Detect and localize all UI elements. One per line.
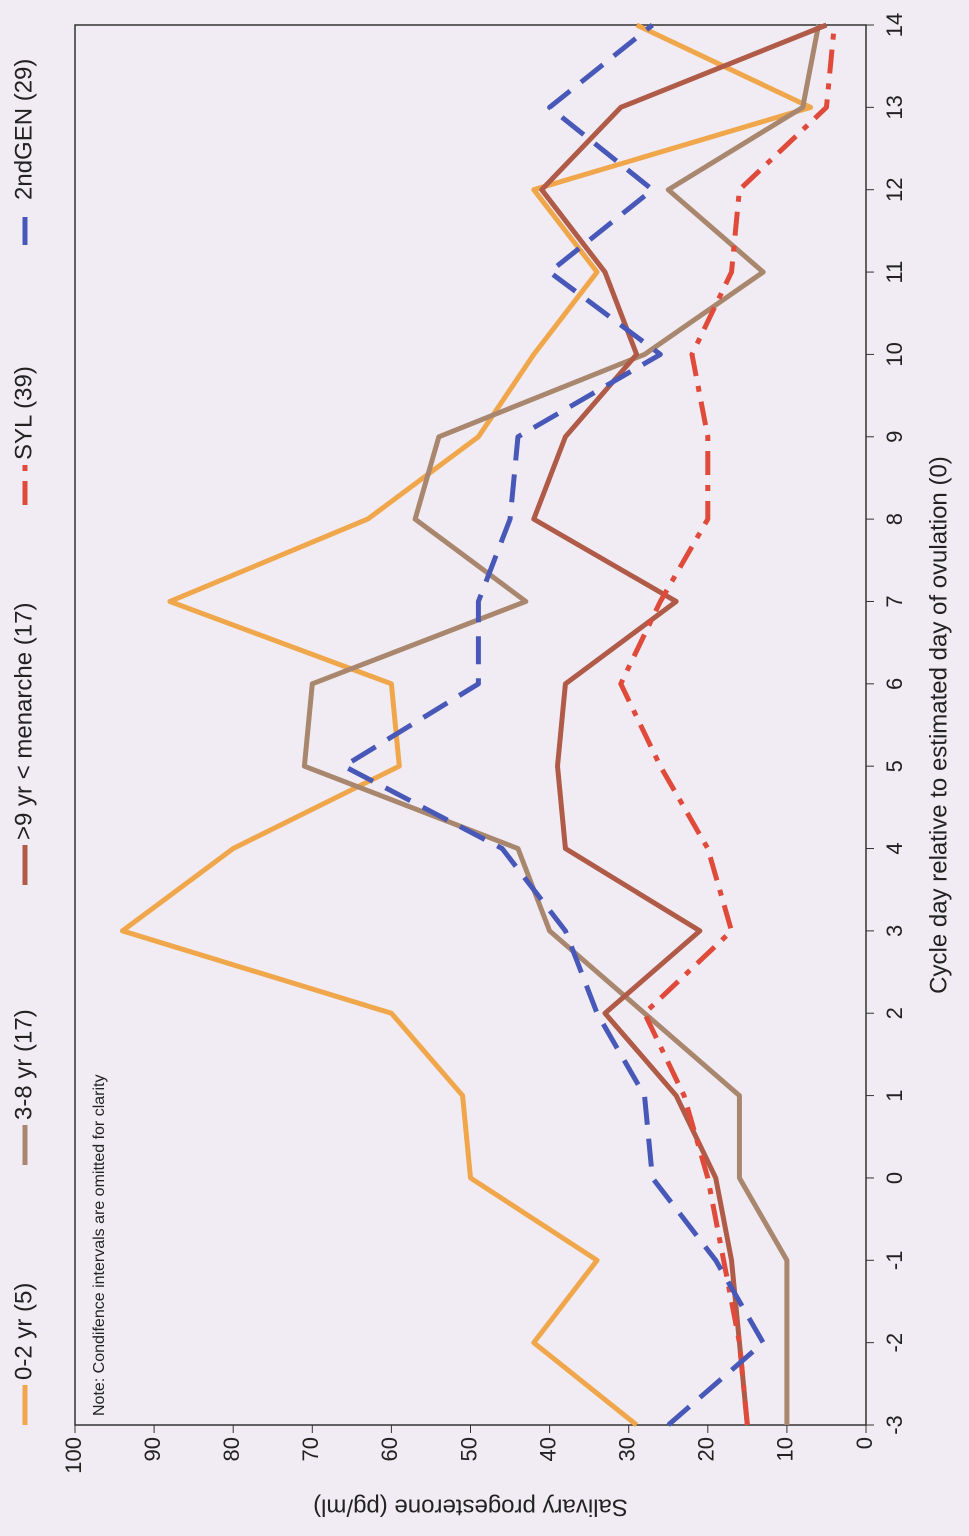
x-tick-label: 5 bbox=[882, 760, 907, 772]
x-tick-label: 2 bbox=[882, 1007, 907, 1019]
x-tick-label: 6 bbox=[882, 678, 907, 690]
legend-label: 0-2 yr (5) bbox=[10, 1283, 37, 1380]
y-tick-label: 40 bbox=[535, 1437, 560, 1461]
y-tick-label: 30 bbox=[615, 1437, 640, 1461]
y-tick-label: 10 bbox=[773, 1437, 798, 1461]
legend-label: 3-8 yr (17) bbox=[10, 1009, 37, 1120]
series-line bbox=[618, 24, 837, 1426]
x-tick-label: 13 bbox=[882, 95, 907, 119]
y-axis-title: Salivary progesterone (pg/ml) bbox=[313, 1494, 628, 1521]
series-line bbox=[301, 24, 821, 1425]
x-axis-title: Cycle day relative to estimated day of o… bbox=[925, 456, 952, 994]
x-tick-label: -2 bbox=[882, 1333, 907, 1353]
chart-body: Note: Condifence intervals are omitted f… bbox=[10, 13, 952, 1521]
y-tick-label: 20 bbox=[694, 1437, 719, 1461]
x-tick-label: 11 bbox=[882, 261, 907, 284]
x-tick-label: 8 bbox=[882, 513, 907, 525]
y-tick-label: 90 bbox=[140, 1437, 165, 1461]
series-line bbox=[531, 22, 828, 1426]
x-tick-label: -3 bbox=[882, 1415, 907, 1435]
note: Note: Condifence intervals are omitted f… bbox=[91, 1075, 108, 1416]
series-line bbox=[341, 23, 766, 1427]
legend-label: >9 yr < menarche (17) bbox=[10, 603, 37, 840]
y-tick-label: 50 bbox=[456, 1437, 481, 1461]
y-tick-label: 60 bbox=[377, 1437, 402, 1461]
x-tick-label: 0 bbox=[882, 1172, 907, 1184]
x-tick-label: 3 bbox=[882, 925, 907, 937]
legend-label: SYL (39) bbox=[10, 366, 37, 460]
x-tick-label: 7 bbox=[882, 595, 907, 607]
x-tick-label: 10 bbox=[882, 342, 907, 366]
x-tick-label: 12 bbox=[882, 177, 907, 201]
x-tick-label: 4 bbox=[882, 842, 907, 854]
series-line bbox=[119, 22, 814, 1427]
x-tick-label: -1 bbox=[882, 1251, 907, 1271]
y-tick-label: 0 bbox=[852, 1437, 877, 1449]
y-tick-label: 70 bbox=[298, 1437, 323, 1461]
legend-label: 2ndGEN (29) bbox=[10, 59, 37, 200]
x-tick-label: 14 bbox=[882, 13, 907, 37]
x-tick-label: 9 bbox=[882, 431, 907, 443]
x-tick-label: 1 bbox=[882, 1089, 907, 1101]
y-tick-label: 100 bbox=[61, 1437, 86, 1474]
y-tick-label: 80 bbox=[219, 1437, 244, 1461]
